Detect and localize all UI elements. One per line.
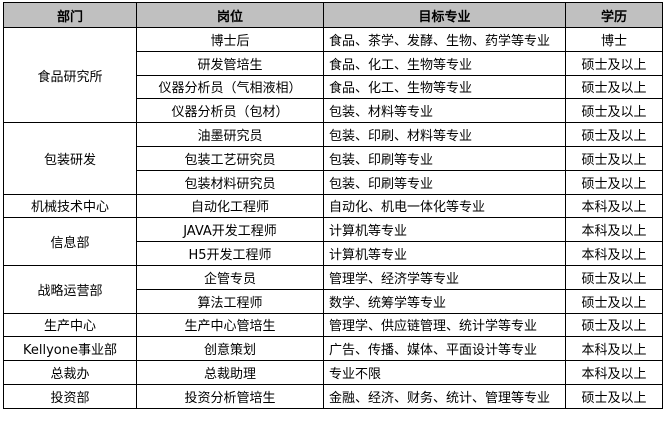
table-row: 食品研究所 博士后 食品、茶学、发酵、生物、药学等专业 博士 — [3, 26, 663, 124]
header-degree: 学历 — [565, 2, 663, 28]
major-cell: 包装、印刷等专业 — [323, 145, 566, 171]
degree-cell: 硕士及以上 — [565, 122, 663, 147]
table-row: 包装工艺研究员 包装、印刷等专业 硕士及以上 — [4, 145, 663, 171]
major-cell: 食品、茶学、发酵、生物、药学等专业 — [323, 27, 566, 52]
header-position: 岗位 — [136, 2, 324, 28]
position-cell: 算法工程师 — [136, 288, 324, 314]
position-cell: 自动化工程师 — [136, 193, 324, 219]
position-cell: 仪器分析员（包材） — [136, 98, 324, 124]
major-cell: 管理学、经济学等专业 — [323, 264, 566, 290]
major-cell: 自动化、机电一体化等专业 — [323, 193, 566, 219]
position-cell: 研发管培生 — [136, 50, 324, 76]
degree-cell: 本科及以上 — [565, 241, 663, 266]
degree-cell: 本科及以上 — [565, 193, 663, 219]
table-row: 研发管培生 食品、化工、生物等专业 硕士及以上 — [4, 50, 663, 76]
major-cell: 包装、材料等专业 — [323, 98, 566, 124]
position-cell: 包装工艺研究员 — [136, 145, 324, 171]
major-cell: 广告、传播、媒体、平面设计等专业 — [323, 336, 566, 362]
position-cell: H5开发工程师 — [136, 241, 324, 266]
major-cell: 金融、经济、财务、统计、管理等专业 — [323, 383, 566, 409]
position-cell: 油墨研究员 — [136, 122, 324, 147]
department-cell: 战略运营部 — [3, 264, 137, 314]
major-cell: 计算机等专业 — [323, 241, 566, 266]
degree-cell: 硕士及以上 — [565, 264, 663, 290]
department-cell: 投资部 — [3, 383, 137, 409]
table-row: 机械技术中心 自动化工程师 自动化、机电一体化等专业 本科及以上 — [3, 193, 663, 219]
department-cell: 机械技术中心 — [3, 193, 137, 219]
department-cell: 信息部 — [3, 217, 137, 266]
degree-cell: 硕士及以上 — [565, 288, 663, 314]
position-cell: 总裁助理 — [136, 360, 324, 385]
department-cell: 食品研究所 — [3, 26, 137, 124]
department-cell: 总裁办 — [3, 360, 137, 385]
major-cell: 食品、化工、生物等专业 — [323, 50, 566, 76]
table-row: 投资部 投资分析管培生 金融、经济、财务、统计、管理等专业 硕士及以上 — [3, 383, 663, 409]
table-row: 算法工程师 数学、统筹学等专业 硕士及以上 — [4, 288, 663, 314]
degree-cell: 本科及以上 — [565, 336, 663, 362]
degree-cell: 本科及以上 — [565, 217, 663, 243]
major-cell: 包装、印刷等专业 — [323, 169, 566, 195]
degree-cell: 硕士及以上 — [565, 312, 663, 338]
table-row: H5开发工程师 计算机等专业 本科及以上 — [4, 241, 663, 266]
table-row: 生产中心 生产中心管培生 管理学、供应链管理、统计学等专业 硕士及以上 — [3, 312, 663, 338]
degree-cell: 硕士及以上 — [565, 98, 663, 124]
degree-cell: 硕士及以上 — [565, 145, 663, 171]
header-row: 部门 岗位 目标专业 学历 — [3, 2, 663, 28]
table-row: 仪器分析员（包材） 包装、材料等专业 硕士及以上 — [4, 98, 663, 124]
degree-cell: 硕士及以上 — [565, 383, 663, 409]
department-cell: 生产中心 — [3, 312, 137, 338]
table-row: 战略运营部 企管专员 管理学、经济学等专业 硕士及以上 — [3, 264, 663, 314]
header-department: 部门 — [3, 2, 137, 28]
table-row: 包装研发 油墨研究员 包装、印刷、材料等专业 硕士及以上 — [3, 122, 663, 195]
position-cell: 创意策划 — [136, 336, 324, 362]
degree-cell: 硕士及以上 — [565, 74, 663, 100]
major-cell: 数学、统筹学等专业 — [323, 288, 566, 314]
table-row: Kellyone事业部 创意策划 广告、传播、媒体、平面设计等专业 本科及以上 — [3, 336, 663, 362]
position-cell: JAVA开发工程师 — [136, 217, 324, 243]
major-cell: 计算机等专业 — [323, 217, 566, 243]
recruitment-table: 部门 岗位 目标专业 学历 食品研究所 博士后 食品、茶学、发酵、生物、药学等专业博… — [3, 2, 663, 409]
degree-cell: 硕士及以上 — [565, 169, 663, 195]
department-cell: 包装研发 — [3, 122, 137, 195]
position-cell: 生产中心管培生 — [136, 312, 324, 338]
major-cell: 管理学、供应链管理、统计学等专业 — [323, 312, 566, 338]
degree-cell: 硕士及以上 — [565, 50, 663, 76]
position-cell: 企管专员 — [136, 264, 324, 290]
major-cell: 食品、化工、生物等专业 — [323, 74, 566, 100]
major-cell: 包装、印刷、材料等专业 — [323, 122, 566, 147]
table-row: 仪器分析员（气相液相） 食品、化工、生物等专业 硕士及以上 — [4, 74, 663, 100]
position-cell: 包装材料研究员 — [136, 169, 324, 195]
department-cell: Kellyone事业部 — [3, 336, 137, 362]
header-major: 目标专业 — [323, 2, 566, 28]
position-cell: 投资分析管培生 — [136, 383, 324, 409]
table-row: 总裁办 总裁助理 专业不限 本科及以上 — [3, 360, 663, 385]
degree-cell: 博士 — [565, 27, 663, 52]
position-cell: 博士后 — [136, 27, 324, 52]
major-cell: 专业不限 — [323, 360, 566, 385]
degree-cell: 本科及以上 — [565, 360, 663, 385]
position-cell: 仪器分析员（气相液相） — [136, 74, 324, 100]
table-row: 信息部 JAVA开发工程师 计算机等专业 本科及以上 — [3, 217, 663, 266]
table-row: 包装材料研究员 包装、印刷等专业 硕士及以上 — [4, 169, 663, 195]
